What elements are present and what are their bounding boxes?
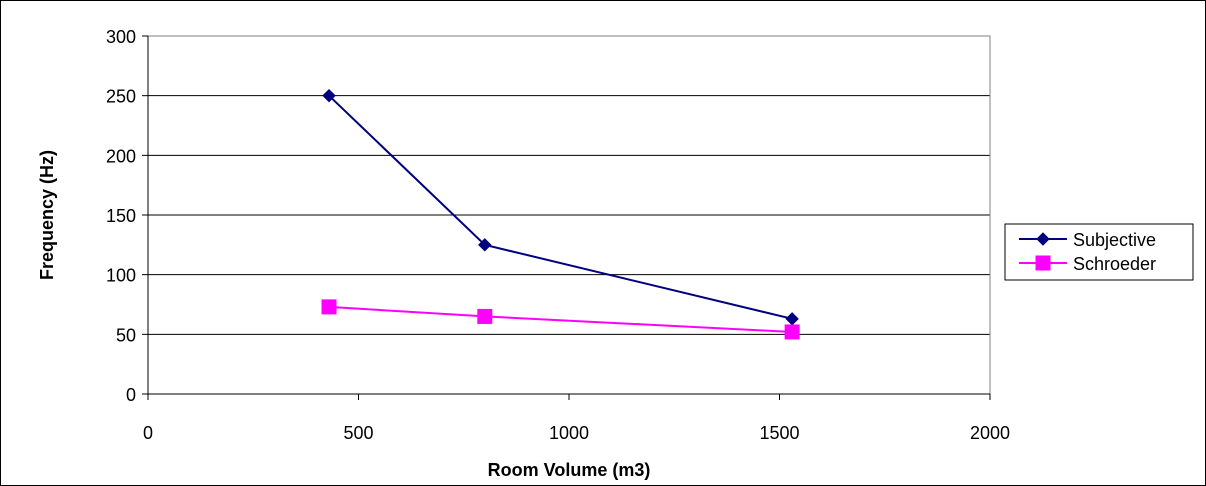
y-tick-label: 200: [106, 146, 136, 166]
data-point-schroeder: [784, 324, 800, 340]
data-point-schroeder: [477, 308, 493, 324]
y-tick-label: 100: [106, 266, 136, 286]
grid-layer: [148, 35, 990, 335]
y-axis-title: Frequency (Hz): [37, 150, 57, 280]
x-axis-title: Room Volume (m3): [488, 460, 651, 480]
y-tick-label: 250: [106, 87, 136, 107]
series-line-subjective: [328, 94, 793, 320]
legend-label: Subjective: [1073, 230, 1156, 250]
x-tick-label: 2000: [970, 423, 1010, 443]
data-point-subjective: [478, 238, 492, 252]
y-tick-label: 300: [106, 27, 136, 47]
y-tick-label: 150: [106, 206, 136, 226]
y-tick-label: 50: [116, 325, 136, 345]
x-tick-label: 1500: [759, 423, 799, 443]
y-tick-label: 0: [126, 385, 136, 405]
legend-item-schroeder: Schroeder: [1019, 254, 1156, 274]
series-schroeder: [321, 299, 800, 340]
data-point-subjective: [322, 88, 336, 103]
series-subjective: [322, 88, 799, 326]
legend-marker: [1036, 232, 1050, 246]
series-line-schroeder: [328, 305, 793, 333]
x-tick-label: 0: [143, 423, 153, 443]
legend: Subjective Schroeder: [1004, 223, 1194, 281]
legend-item-subjective: Subjective: [1019, 230, 1156, 250]
x-tick-label: 500: [343, 423, 373, 443]
legend-marker: [1035, 255, 1051, 271]
x-tick-label: 1000: [549, 423, 589, 443]
legend-box: [1004, 223, 1194, 281]
axis-layer: 0 50 100 150 200 250 300 0 500 1000 1500 2000: [106, 27, 1010, 443]
data-point-schroeder: [321, 299, 337, 315]
data-point-subjective: [785, 312, 799, 326]
legend-label: Schroeder: [1073, 254, 1156, 274]
series-layer: [321, 88, 800, 340]
